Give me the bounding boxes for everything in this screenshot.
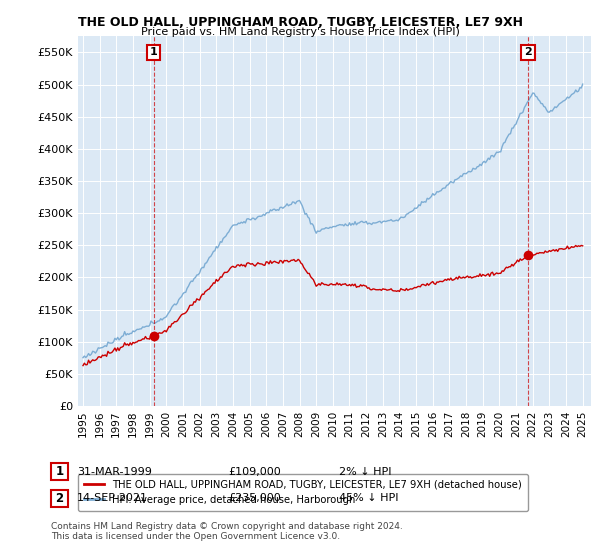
Legend: THE OLD HALL, UPPINGHAM ROAD, TUGBY, LEICESTER, LE7 9XH (detached house), HPI: A: THE OLD HALL, UPPINGHAM ROAD, TUGBY, LEI… — [78, 474, 527, 511]
Text: 2: 2 — [55, 492, 64, 505]
Text: THE OLD HALL, UPPINGHAM ROAD, TUGBY, LEICESTER, LE7 9XH: THE OLD HALL, UPPINGHAM ROAD, TUGBY, LEI… — [77, 16, 523, 29]
FancyBboxPatch shape — [51, 490, 68, 507]
Text: 2% ↓ HPI: 2% ↓ HPI — [339, 466, 391, 477]
FancyBboxPatch shape — [51, 463, 68, 480]
Text: Price paid vs. HM Land Registry's House Price Index (HPI): Price paid vs. HM Land Registry's House … — [140, 27, 460, 37]
Text: £109,000: £109,000 — [228, 466, 281, 477]
Text: 1: 1 — [55, 465, 64, 478]
Text: 2: 2 — [524, 48, 532, 58]
Text: 14-SEP-2021: 14-SEP-2021 — [77, 493, 148, 503]
Text: 1: 1 — [150, 48, 158, 58]
Text: 45% ↓ HPI: 45% ↓ HPI — [339, 493, 398, 503]
Text: Contains HM Land Registry data © Crown copyright and database right 2024.
This d: Contains HM Land Registry data © Crown c… — [51, 522, 403, 542]
Text: £235,000: £235,000 — [228, 493, 281, 503]
Text: 31-MAR-1999: 31-MAR-1999 — [77, 466, 152, 477]
